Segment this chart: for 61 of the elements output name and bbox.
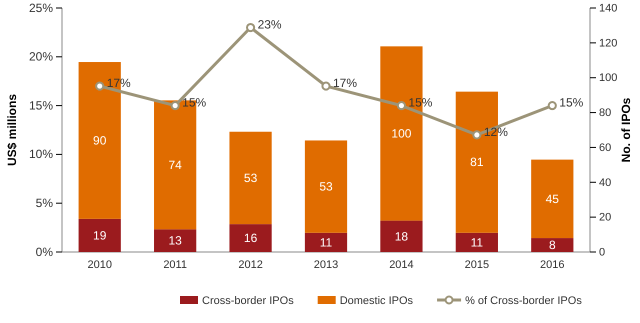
y2-tick-label: 40: [599, 176, 612, 189]
point: [472, 130, 482, 140]
y2-tick-label: 20: [599, 212, 612, 224]
bar: [456, 232, 498, 252]
y2-tick-label: 120: [599, 37, 618, 50]
x-tick-label: 2015: [464, 258, 490, 271]
data-label: 45: [546, 192, 560, 206]
bar: [229, 224, 272, 252]
data-label: 100: [391, 126, 412, 140]
y2-tick-label: 100: [599, 72, 618, 84]
y-tick-label: 0%: [36, 244, 54, 259]
point: [95, 82, 104, 91]
data-label: 11: [470, 235, 484, 250]
data-label: 74: [168, 158, 182, 172]
data-label: 23%: [258, 18, 282, 32]
x-tick-label: 2012: [238, 258, 263, 271]
y-tick-label: 25%: [28, 0, 54, 15]
bar: [78, 218, 121, 252]
x-tick-label: 2014: [389, 258, 414, 271]
bar: [304, 232, 348, 252]
point: [246, 22, 256, 32]
point: [170, 101, 180, 110]
data-label: 13: [168, 234, 182, 248]
x-tick-label: 2010: [87, 258, 112, 271]
data-label: 18: [394, 229, 408, 244]
data-label: 12%: [484, 124, 508, 139]
y2-tick-label: 60: [599, 142, 612, 154]
y2-tick-label: 140: [599, 2, 618, 15]
data-label: 8: [548, 238, 556, 252]
y-axis-title: US$ millions: [5, 94, 19, 166]
bar: [531, 238, 574, 252]
legend-label: % of Cross-border IPOs: [465, 295, 582, 307]
legend-label: Cross-border IPOs: [202, 295, 294, 307]
data-label: 90: [93, 133, 107, 148]
y2-tick-label: 0: [599, 246, 606, 259]
x-tick-label: 2011: [163, 258, 187, 271]
y2-tick-label: 80: [599, 107, 612, 120]
legend-label: Domestic IPOs: [340, 295, 414, 307]
y-tick-label: 5%: [36, 196, 54, 210]
point: [548, 101, 557, 110]
bar: [229, 132, 272, 224]
data-label: 15%: [559, 96, 584, 110]
data-label: 53: [244, 170, 258, 185]
bar: [304, 140, 348, 233]
y-tick-label: 20%: [28, 50, 54, 64]
point: [396, 101, 406, 110]
y2-axis-title: No. of IPOs: [619, 97, 633, 162]
data-label: 16: [244, 231, 258, 246]
x-tick-label: 2013: [314, 258, 338, 271]
bar: [154, 229, 196, 252]
y-tick-label: 15%: [28, 98, 54, 112]
point: [321, 82, 331, 91]
bar: [380, 220, 423, 252]
data-label: 17%: [333, 76, 358, 90]
data-label: 81: [470, 155, 484, 170]
x-tick-label: 2016: [540, 258, 565, 271]
data-label: 11: [320, 235, 333, 250]
y-tick-label: 10%: [28, 147, 54, 162]
bar: [531, 160, 574, 238]
data-label: 19: [93, 228, 107, 242]
data-label: 53: [319, 180, 333, 194]
